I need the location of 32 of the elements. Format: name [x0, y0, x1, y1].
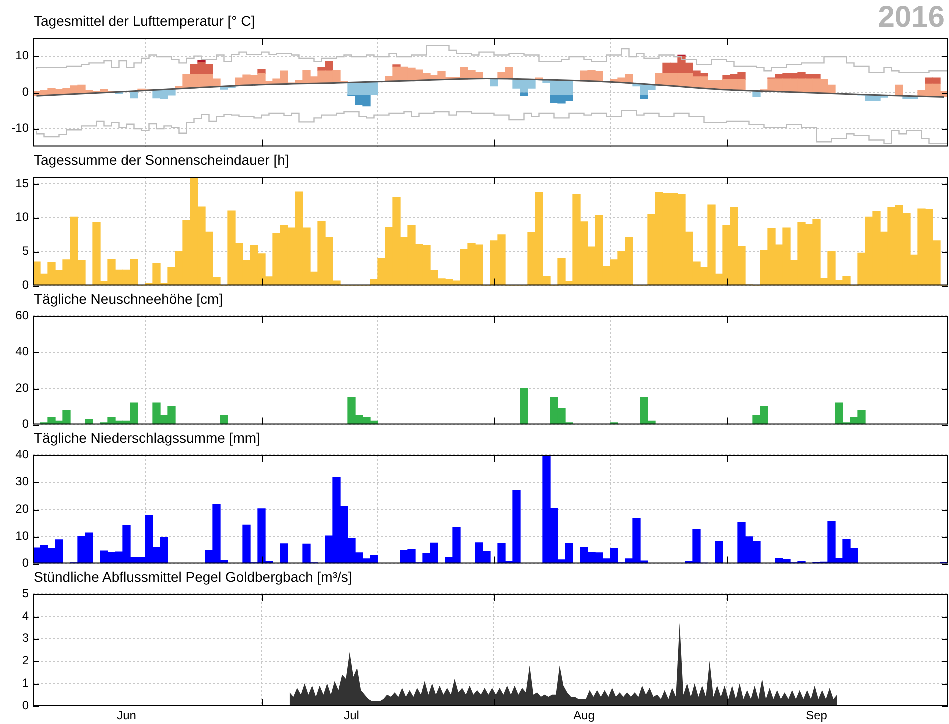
y-tick-label: 0 — [22, 556, 30, 570]
x-tick-label: Aug — [574, 708, 595, 723]
y-tick-label: 60 — [16, 308, 30, 323]
y-tick-label: -10 — [12, 121, 30, 136]
y-tick-label: 40 — [16, 448, 30, 462]
y-tick-label: 0 — [22, 417, 30, 432]
x-tick-label: Sep — [806, 708, 828, 723]
y-tick-label: 0 — [22, 84, 30, 99]
y-tick-label: 15 — [16, 176, 30, 190]
y-tick-label: 3 — [22, 631, 30, 646]
y-tick-label: 0 — [22, 278, 30, 292]
y-tick-label: 1 — [22, 676, 30, 690]
text: 2016 — [878, 1, 945, 35]
chart-title: Tagessumme der Sonnenscheindauer [h] — [34, 152, 290, 168]
y-tick-label: 5 — [22, 244, 30, 258]
y-tick-label: 0 — [22, 698, 30, 712]
chart-title: Tagesmittel der Lufttemperatur [° C] — [34, 13, 256, 29]
y-tick-label: 40 — [16, 344, 30, 359]
y-tick-label: 20 — [16, 380, 30, 395]
chart-title: Tägliche Neuschneehöhe [cm] — [34, 291, 224, 307]
y-tick-label: 4 — [22, 608, 30, 623]
x-tick-label: Jun — [117, 708, 136, 723]
y-tick-label: 10 — [16, 48, 30, 63]
y-tick-label: 2 — [22, 654, 30, 668]
chart-title: Tägliche Niederschlagssumme [mm] — [34, 430, 260, 446]
y-tick-label: 20 — [16, 502, 30, 516]
y-tick-label: 30 — [16, 474, 30, 489]
y-tick-label: 5 — [22, 586, 30, 601]
x-tick-label: Jul — [344, 708, 360, 723]
chart-title: Stündliche Abflussmittel Pegel Goldbergbach [m³/s] — [34, 569, 352, 585]
y-tick-label: 10 — [16, 210, 30, 224]
y-tick-label: 10 — [16, 528, 30, 543]
